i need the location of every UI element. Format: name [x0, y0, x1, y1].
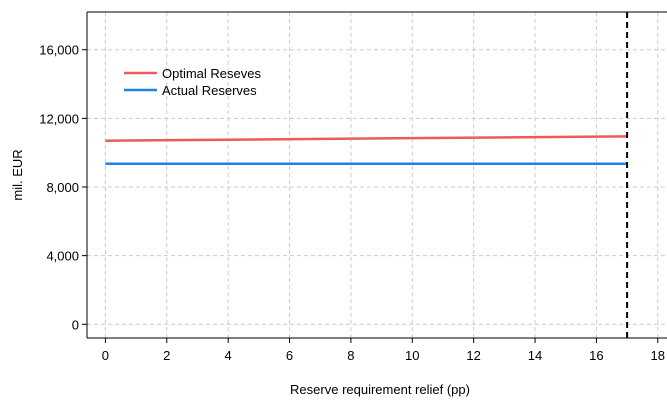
- x-tick-label: 8: [347, 348, 354, 363]
- y-tick-label: 8,000: [46, 180, 79, 195]
- x-tick-label: 10: [405, 348, 419, 363]
- legend-label-optimal-reserves: Optimal Reseves: [162, 66, 261, 81]
- y-tick-label: 12,000: [39, 111, 79, 126]
- y-tick-label: 0: [72, 317, 79, 332]
- series-line-0: [105, 135, 628, 142]
- x-tick-label: 2: [163, 348, 170, 363]
- x-axis-title: Reserve requirement relief (pp): [290, 382, 470, 397]
- x-tick-label: 14: [528, 348, 542, 363]
- y-axis-ticks: 0 4,000 8,000 12,000 16,000: [39, 43, 87, 332]
- y-tick-label: 4,000: [46, 249, 79, 264]
- x-tick-label: 18: [651, 348, 665, 363]
- x-tick-label: 12: [466, 348, 480, 363]
- plot-frame: [86, 11, 667, 339]
- series-lines: [105, 135, 628, 166]
- x-tick-label: 16: [589, 348, 603, 363]
- legend-label-actual-reserves: Actual Reserves: [162, 83, 257, 98]
- x-tick-label: 0: [102, 348, 109, 363]
- y-axis-title: mil. EUR: [10, 149, 25, 200]
- x-axis-ticks: 0 2 4 6 8 10 12 14 16 18: [102, 338, 665, 363]
- x-tick-label: 6: [286, 348, 293, 363]
- legend: Optimal Reseves Actual Reserves: [124, 66, 261, 98]
- y-tick-label: 16,000: [39, 43, 79, 58]
- x-tick-label: 4: [225, 348, 232, 363]
- grid: [87, 12, 667, 338]
